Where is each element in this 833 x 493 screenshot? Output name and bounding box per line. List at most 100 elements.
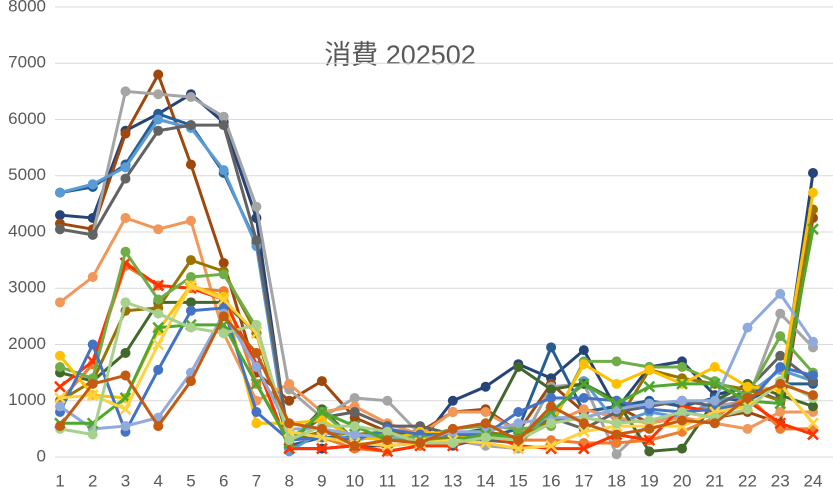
data-point	[808, 336, 818, 347]
data-point	[513, 435, 524, 446]
data-point	[644, 415, 655, 426]
data-point	[251, 347, 262, 358]
data-point	[480, 381, 491, 392]
data-point	[775, 362, 786, 372]
data-point	[447, 407, 458, 417]
data-point	[153, 69, 164, 80]
series	[54, 279, 819, 455]
x-tick-label: 11	[379, 471, 397, 490]
data-point	[643, 380, 656, 393]
data-point	[153, 421, 164, 432]
data-point	[577, 425, 590, 438]
data-point	[86, 389, 99, 402]
x-tick-label: 23	[771, 471, 790, 490]
data-point	[513, 362, 524, 372]
data-point	[218, 111, 229, 122]
data-point	[775, 378, 786, 389]
data-point	[774, 417, 787, 430]
data-point	[742, 404, 753, 415]
data-point	[152, 338, 165, 351]
x-tick-label: 17	[574, 471, 593, 490]
x-tick-label: 16	[542, 471, 561, 490]
data-point	[742, 381, 753, 392]
data-point	[512, 442, 525, 455]
data-point	[284, 378, 295, 389]
x-tick-label: 18	[607, 471, 626, 490]
data-point	[578, 345, 589, 356]
x-tick-label: 20	[673, 471, 692, 490]
data-point	[185, 92, 196, 102]
x-tick-label: 2	[88, 471, 97, 490]
x-tick-label: 12	[411, 471, 430, 490]
data-point	[382, 426, 393, 437]
data-point	[218, 120, 229, 131]
data-point	[218, 257, 229, 268]
data-point	[87, 378, 98, 389]
data-point	[251, 319, 262, 330]
data-point	[120, 421, 131, 432]
data-point	[55, 362, 65, 372]
data-point	[218, 165, 229, 176]
data-point	[185, 322, 196, 333]
data-point	[676, 377, 688, 390]
data-point	[120, 246, 131, 257]
data-point	[677, 407, 688, 417]
data-point	[55, 187, 65, 198]
data-point	[87, 272, 98, 282]
data-point	[55, 224, 65, 235]
data-point	[55, 421, 65, 432]
data-point	[120, 86, 131, 97]
data-point	[775, 288, 786, 299]
data-point	[251, 418, 262, 429]
data-point	[807, 223, 819, 236]
data-point	[316, 376, 327, 387]
data-point	[611, 437, 622, 448]
data-point	[87, 339, 98, 350]
y-tick-label: 5000	[8, 165, 46, 184]
y-tick-label: 3000	[8, 278, 46, 297]
data-point	[218, 328, 229, 339]
series-line	[58, 314, 814, 448]
data-point	[316, 431, 328, 444]
data-point	[808, 390, 818, 401]
data-point	[218, 269, 229, 280]
data-point	[120, 212, 131, 223]
data-point	[480, 407, 491, 417]
data-point	[643, 434, 656, 447]
data-point	[251, 235, 262, 246]
data-point	[316, 442, 328, 455]
x-tick-label: 7	[252, 471, 261, 490]
data-point	[153, 308, 164, 319]
x-tick-label: 15	[509, 471, 528, 490]
data-point	[546, 392, 557, 403]
data-point	[480, 432, 491, 443]
data-point	[120, 370, 131, 381]
series	[55, 311, 818, 451]
data-point	[546, 418, 557, 429]
data-point	[577, 377, 590, 390]
data-point	[611, 449, 622, 460]
data-point	[545, 439, 557, 452]
data-point	[742, 392, 753, 403]
data-point	[185, 255, 196, 266]
data-point	[644, 446, 655, 457]
data-point	[120, 173, 131, 184]
data-point	[775, 350, 786, 361]
y-tick-label: 4000	[8, 221, 46, 240]
x-tick-label: 9	[317, 471, 326, 490]
data-point	[349, 440, 360, 451]
x-tick-label: 24	[804, 471, 823, 490]
data-point	[447, 395, 458, 406]
data-point	[316, 423, 327, 434]
x-tick-label: 1	[55, 471, 64, 490]
series	[55, 120, 818, 448]
series	[55, 297, 818, 448]
series	[55, 89, 818, 454]
data-point	[153, 125, 164, 136]
data-point	[480, 418, 491, 429]
data-point	[217, 293, 230, 306]
x-tick-label: 3	[121, 471, 130, 490]
data-point	[153, 114, 164, 125]
data-point	[349, 407, 360, 417]
x-tick-label: 14	[476, 471, 495, 490]
